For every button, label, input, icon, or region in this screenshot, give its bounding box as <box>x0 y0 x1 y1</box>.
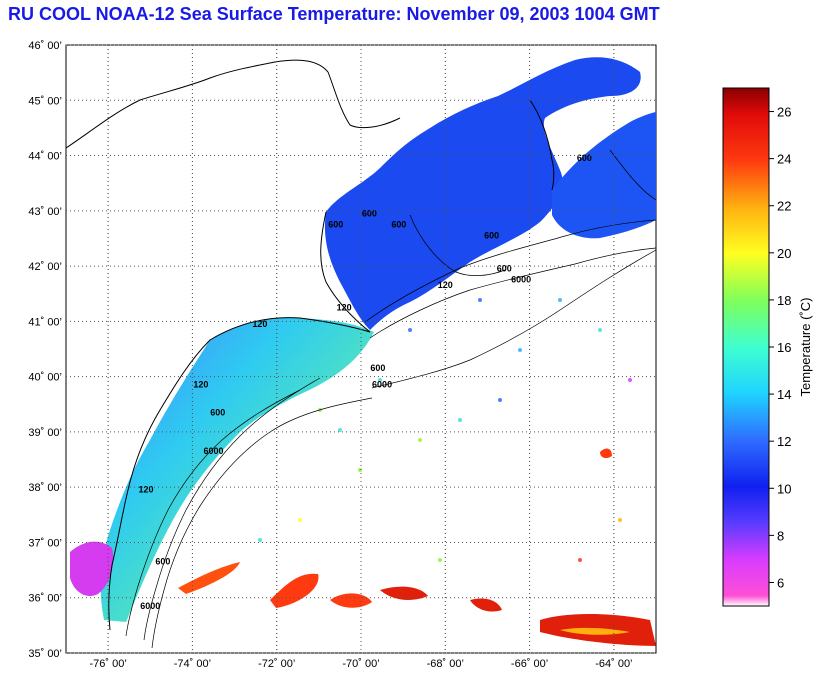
colorbar-tick-label: 22 <box>777 199 791 214</box>
contour-label: 600 <box>484 230 499 240</box>
contour-label: 600 <box>210 407 225 417</box>
lat-label: 41˚ 00’ <box>28 316 62 328</box>
lat-label: 42˚ 00’ <box>28 261 62 273</box>
colorbar-label: Temperature (˚C) <box>798 298 813 397</box>
contour-label: 600 <box>362 208 377 218</box>
contour-label: 6000 <box>140 601 160 611</box>
lat-label: 45˚ 00’ <box>28 95 62 107</box>
lon-label: -68˚ 00’ <box>427 658 464 670</box>
contour-label: 6000 <box>203 446 223 456</box>
lon-label: -70˚ 00’ <box>342 658 379 670</box>
contour-label: 600 <box>497 264 512 274</box>
colorbar-tick-label: 6 <box>777 575 784 590</box>
contour-label: 120 <box>337 302 352 312</box>
contour-label: 120 <box>193 380 208 390</box>
contour-label: 6000 <box>372 380 392 390</box>
colorbar <box>723 88 769 606</box>
lat-label: 43˚ 00’ <box>28 206 62 218</box>
contour-label: 600 <box>370 363 385 373</box>
contour-label: 120 <box>139 485 154 495</box>
lat-label: 36˚ 00’ <box>28 593 62 605</box>
lon-label: -66˚ 00’ <box>511 658 548 670</box>
colorbar-ticks: 6 8 10 12 14 16 18 20 22 24 26 <box>769 105 791 591</box>
lon-label: -74˚ 00’ <box>174 658 211 670</box>
contour-label: 6000 <box>511 275 531 285</box>
longitude-labels: -76˚ 00’ -74˚ 00’ -72˚ 00’ -70˚ 00’ -68˚ 00’… <box>89 658 632 670</box>
lat-label: 37˚ 00’ <box>28 537 62 549</box>
colorbar-tick-label: 24 <box>777 152 791 167</box>
colorbar-tick-label: 18 <box>777 293 791 308</box>
lon-label: -76˚ 00’ <box>89 658 126 670</box>
lat-label: 44˚ 00’ <box>28 151 62 163</box>
colorbar-tick-label: 16 <box>777 340 791 355</box>
contour-label: 600 <box>577 153 592 163</box>
lon-label: -64˚ 00’ <box>595 658 632 670</box>
colorbar-tick-label: 20 <box>777 246 791 261</box>
lat-label: 38˚ 00’ <box>28 482 62 494</box>
contour-label: 600 <box>155 557 170 567</box>
contour-label: 600 <box>391 219 406 229</box>
colorbar-tick-label: 8 <box>777 528 784 543</box>
lon-label: -72˚ 00’ <box>258 658 295 670</box>
colorbar-tick-label: 26 <box>777 105 791 120</box>
colorbar-tick-label: 10 <box>777 481 791 496</box>
contour-label: 120 <box>252 319 267 329</box>
latitude-labels: 46˚ 00’ 45˚ 00’ 44˚ 00’ 43˚ 00’ 42˚ 00’ 41˚ 0… <box>28 40 62 660</box>
lat-label: 35˚ 00’ <box>28 648 62 660</box>
colorbar-tick-label: 12 <box>777 434 791 449</box>
lat-label: 40˚ 00’ <box>28 372 62 384</box>
contour-label: 600 <box>328 219 343 229</box>
colorbar-tick-label: 14 <box>777 387 791 402</box>
lat-label: 46˚ 00’ <box>28 40 62 52</box>
lat-label: 39˚ 00’ <box>28 427 62 439</box>
